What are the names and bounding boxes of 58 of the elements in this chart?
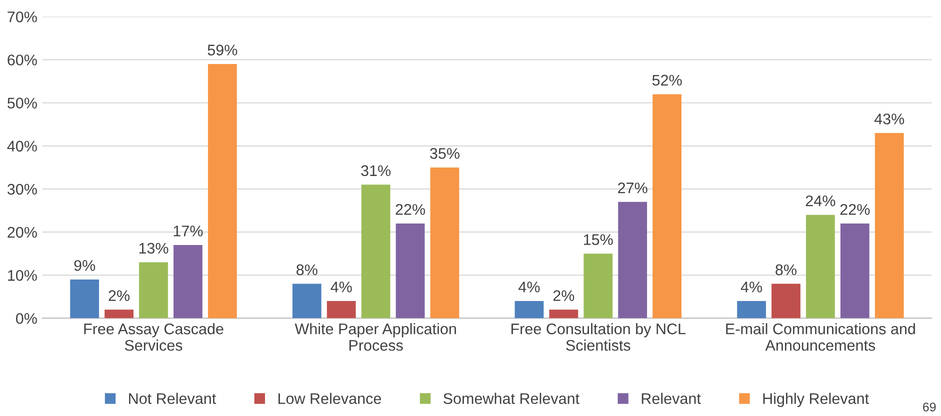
legend-label: Relevant [642, 392, 701, 404]
x-tick-label: E-mail Communications and Announcements [726, 323, 915, 351]
y-tick-label: 0% [16, 313, 37, 324]
bar [361, 184, 390, 318]
x-tick-label: Free Assay Cascade Services [84, 323, 224, 351]
x-tick-label: Free Consultation by NCL Scientists [511, 323, 686, 351]
bar [104, 310, 134, 318]
text: 4% [330, 282, 352, 292]
bar [652, 94, 682, 318]
bar [326, 301, 356, 318]
bar [584, 254, 613, 318]
text: 27% [618, 182, 648, 194]
bar [139, 262, 168, 318]
y-tick-label: 30% [7, 184, 37, 195]
bar [70, 279, 100, 318]
text: 8% [776, 264, 796, 276]
text: 35% [430, 148, 460, 159]
text: 22% [396, 204, 426, 215]
y-tick-label: 10% [8, 270, 37, 281]
bar [549, 310, 578, 318]
text: 2% [553, 290, 574, 301]
text: 69 [923, 402, 936, 412]
bar [430, 167, 460, 318]
text: 15% [584, 234, 613, 246]
text: 8% [296, 264, 318, 276]
text: 31% [361, 165, 391, 176]
text: 43% [874, 114, 904, 124]
bar [840, 223, 870, 318]
bar [292, 284, 322, 318]
bar [806, 214, 835, 318]
y-tick-label: 70% [8, 12, 37, 22]
text: 59% [208, 44, 238, 56]
y-tick-label: 40% [7, 140, 37, 152]
text: 2% [108, 290, 130, 301]
x-tick-label: White Paper Application Process [294, 323, 456, 351]
text: 22% [840, 204, 870, 215]
y-tick-label: 20% [8, 226, 37, 238]
bar [618, 202, 648, 318]
text: 4% [740, 282, 762, 292]
text: 13% [139, 242, 168, 254]
bar [772, 284, 800, 318]
bar [208, 64, 237, 318]
bar [874, 132, 904, 318]
bar [174, 244, 202, 318]
legend-label: Not Relevant [129, 392, 216, 404]
text: 52% [652, 74, 682, 86]
bar [514, 301, 544, 318]
bar [737, 301, 766, 318]
legend-label: Somewhat Relevant [444, 392, 580, 404]
text: 4% [518, 282, 540, 292]
text: 24% [806, 195, 836, 206]
y-tick-label: 50% [8, 98, 37, 108]
legend-label: Highly Relevant [763, 392, 869, 408]
legend-label: Low Relevance [278, 392, 382, 404]
text: 9% [74, 260, 96, 271]
bar [396, 223, 425, 318]
text: 17% [174, 226, 203, 236]
y-tick-label: 60% [8, 54, 37, 66]
